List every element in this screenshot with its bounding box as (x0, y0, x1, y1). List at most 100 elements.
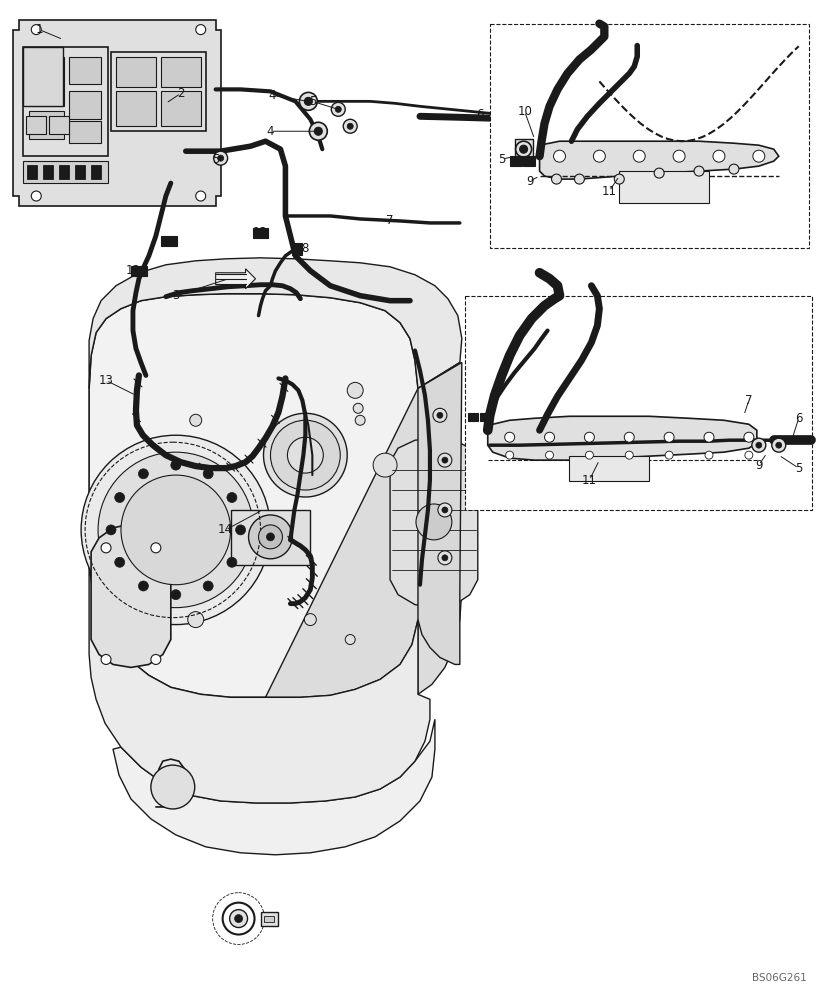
Circle shape (438, 503, 452, 517)
Circle shape (713, 150, 725, 162)
Circle shape (171, 460, 180, 470)
Text: 12: 12 (253, 226, 268, 239)
Bar (260, 912, 279, 926)
Circle shape (438, 551, 452, 565)
Polygon shape (390, 438, 478, 608)
Circle shape (574, 174, 584, 184)
Circle shape (345, 635, 355, 645)
Circle shape (288, 437, 323, 473)
Circle shape (756, 442, 762, 448)
Polygon shape (89, 294, 418, 697)
Circle shape (213, 151, 227, 165)
Bar (23, 47, 108, 156)
Circle shape (545, 432, 555, 442)
Circle shape (654, 168, 664, 178)
Text: 7: 7 (745, 394, 752, 407)
Bar (59, 165, 69, 179)
Text: 2: 2 (177, 87, 185, 100)
Circle shape (171, 590, 180, 600)
Circle shape (230, 910, 247, 928)
Polygon shape (113, 719, 435, 855)
Circle shape (218, 155, 223, 161)
Circle shape (270, 420, 340, 490)
Text: 14: 14 (218, 523, 233, 536)
Circle shape (615, 174, 625, 184)
Bar (23, 161, 108, 183)
Circle shape (138, 581, 148, 591)
Circle shape (545, 451, 554, 459)
Circle shape (554, 150, 565, 162)
Polygon shape (89, 258, 461, 388)
Circle shape (81, 435, 270, 625)
Circle shape (506, 451, 513, 459)
Polygon shape (488, 416, 756, 460)
Text: 13: 13 (99, 374, 114, 387)
Circle shape (227, 493, 236, 502)
Circle shape (704, 432, 714, 442)
Bar (510, 156, 522, 166)
Text: 5: 5 (498, 153, 505, 166)
Bar (75, 165, 85, 179)
Text: 1: 1 (35, 23, 43, 36)
Circle shape (335, 106, 341, 112)
Bar (468, 413, 478, 421)
Bar (161, 91, 201, 126)
Circle shape (331, 102, 345, 116)
Text: 6: 6 (476, 108, 484, 121)
Circle shape (625, 432, 634, 442)
Circle shape (433, 408, 447, 422)
Circle shape (115, 557, 124, 567)
Text: 4: 4 (267, 125, 274, 138)
Bar (116, 91, 156, 126)
Text: 5: 5 (309, 95, 316, 108)
Bar (515, 139, 532, 161)
Circle shape (227, 557, 236, 567)
Circle shape (151, 543, 161, 553)
Polygon shape (418, 362, 461, 664)
Bar (23, 47, 63, 106)
Circle shape (106, 525, 116, 535)
Circle shape (344, 119, 357, 133)
Circle shape (31, 191, 41, 201)
Circle shape (772, 438, 786, 452)
Circle shape (138, 469, 148, 479)
Circle shape (249, 515, 293, 559)
Circle shape (304, 614, 316, 626)
Text: 8: 8 (302, 242, 309, 255)
Circle shape (745, 451, 753, 459)
Text: 10: 10 (517, 105, 532, 118)
Text: 9: 9 (755, 459, 762, 472)
Text: 7: 7 (386, 214, 394, 227)
Circle shape (266, 533, 274, 541)
Bar (69, 91, 101, 119)
Circle shape (353, 403, 363, 413)
Circle shape (664, 432, 674, 442)
Text: 12: 12 (125, 264, 140, 277)
Polygon shape (91, 524, 171, 667)
Bar (522, 156, 535, 166)
Circle shape (625, 451, 634, 459)
Text: 11: 11 (602, 185, 617, 198)
Circle shape (190, 414, 202, 426)
Bar (620, 171, 709, 203)
Bar (465, 296, 812, 510)
Circle shape (101, 654, 111, 664)
Circle shape (442, 457, 448, 463)
Circle shape (196, 191, 206, 201)
Bar (252, 228, 269, 238)
Circle shape (516, 141, 531, 157)
Bar (131, 266, 147, 276)
Bar (111, 52, 206, 131)
Polygon shape (265, 362, 461, 697)
Bar (161, 57, 201, 87)
Circle shape (151, 765, 194, 809)
Circle shape (437, 412, 442, 418)
Bar (69, 121, 101, 143)
Bar (569, 456, 649, 481)
Circle shape (584, 432, 594, 442)
Circle shape (694, 166, 704, 176)
Circle shape (101, 543, 111, 553)
Bar (49, 116, 69, 134)
Circle shape (222, 903, 255, 935)
Text: BS06G261: BS06G261 (752, 973, 807, 983)
